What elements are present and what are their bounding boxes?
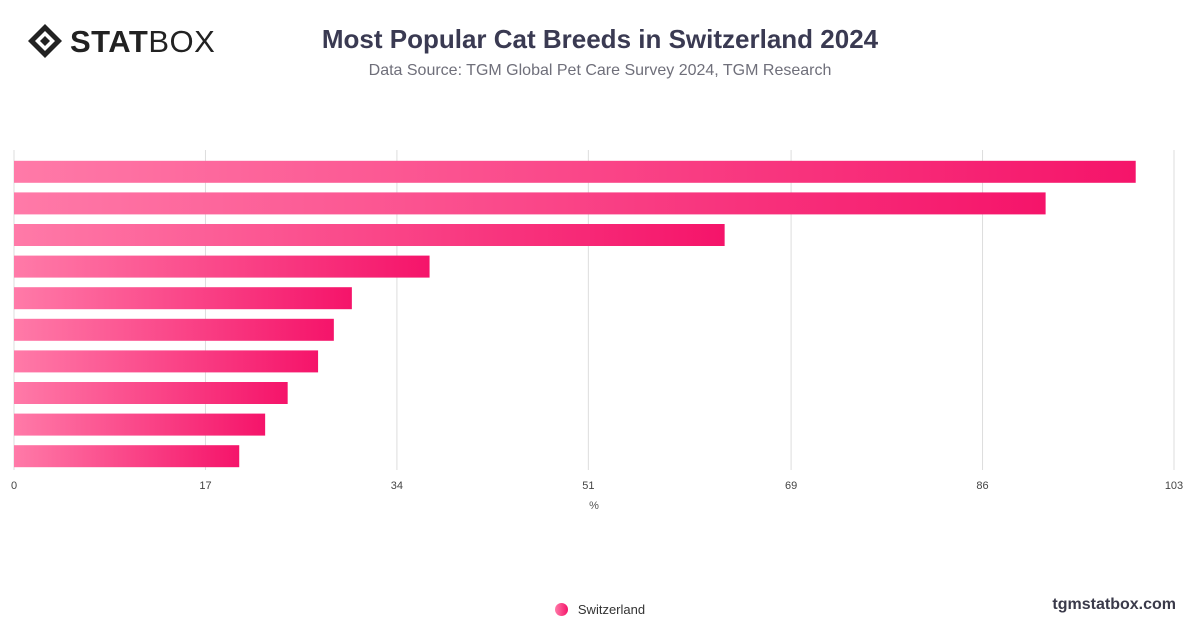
legend: Switzerland [0,602,1200,617]
bar-6[interactable] [14,318,334,341]
logo-wordmark: STATBOX [70,26,215,57]
legend-label-switzerland[interactable]: Switzerland [577,602,646,617]
bar-8[interactable] [14,382,288,404]
x-axis-title: % [589,500,599,512]
x-tick-label: 17 [199,480,211,492]
bar-1[interactable] [14,160,1136,183]
x-tick-label: 51 [582,480,594,492]
bar-2[interactable] [14,192,1046,215]
bar-5[interactable] [14,287,352,310]
x-tick-label: 69 [785,480,797,492]
logo-text-bold: STAT [70,23,149,59]
diamond-logo-icon [28,24,62,58]
bar-4[interactable] [14,255,430,278]
footer-brand: tgmstatbox.com [1052,596,1176,613]
x-tick-label: 86 [976,480,988,492]
bar-7[interactable] [14,350,319,373]
bar-10[interactable] [14,445,240,468]
chart-subtitle: Data Source: TGM Global Pet Care Survey … [368,62,832,79]
bar-9[interactable] [14,413,266,436]
logo-text-light: BOX [148,23,216,59]
chart-title: Most Popular Cat Breeds in Switzerland 2… [321,24,879,54]
x-tick-label: 34 [391,480,403,492]
statbox-logo: STATBOX [26,22,215,60]
x-tick-label: 0 [11,480,17,492]
bar-3[interactable] [14,224,725,246]
legend-swatch-icon [554,603,568,616]
x-tick-label: 103 [1165,480,1183,492]
